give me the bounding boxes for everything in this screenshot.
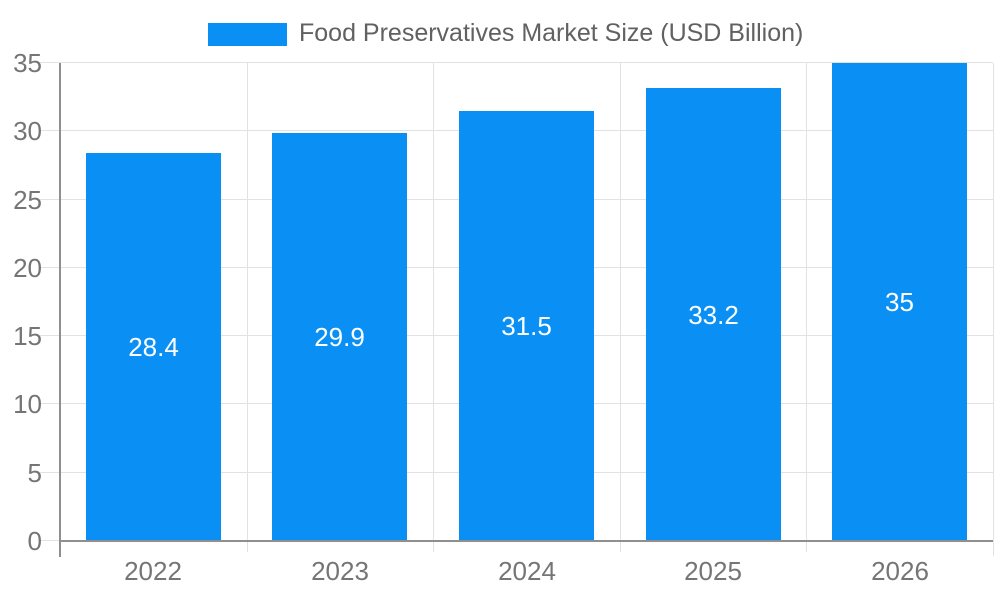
- bar-value-label: 35: [885, 287, 914, 317]
- y-gridline: [40, 62, 993, 63]
- bar-2023: [272, 133, 407, 541]
- y-axis-tick-label: 25: [13, 185, 42, 215]
- x-axis-tick-label: 2024: [498, 556, 556, 586]
- category-boundary-gridline: [806, 63, 807, 552]
- bar-2026: [832, 63, 967, 541]
- y-axis-line: [59, 63, 61, 557]
- y-axis-tick-label: 10: [13, 389, 42, 419]
- y-tick-zero: [40, 540, 60, 541]
- bar-2022: [86, 153, 221, 541]
- x-axis-tick-label: 2026: [871, 556, 929, 586]
- y-axis-tick-label: 5: [27, 458, 42, 488]
- category-boundary-gridline: [620, 63, 621, 552]
- bar-value-label: 28.4: [128, 332, 179, 362]
- legend-swatch: [208, 22, 287, 46]
- x-axis-line: [60, 540, 993, 542]
- legend-label: Food Preservatives Market Size (USD Bill…: [299, 19, 804, 47]
- x-axis-tick-label: 2025: [684, 556, 742, 586]
- bar-value-label: 29.9: [314, 322, 365, 352]
- chart-legend: Food Preservatives Market Size (USD Bill…: [208, 18, 803, 48]
- bar-value-label: 31.5: [501, 311, 552, 341]
- x-axis-tick-label: 2023: [311, 556, 369, 586]
- bar-value-label: 33.2: [688, 300, 739, 330]
- x-axis-tick-label: 2022: [124, 556, 182, 586]
- y-axis-tick-label: 30: [13, 116, 42, 146]
- bar-2024: [459, 111, 594, 541]
- y-axis-tick-label: 35: [13, 48, 42, 78]
- category-boundary-gridline: [433, 63, 434, 552]
- y-axis-tick-label: 15: [13, 321, 42, 351]
- bar-2025: [646, 88, 781, 541]
- y-axis-tick-label: 0: [27, 526, 42, 556]
- plot-right-gridline: [993, 63, 994, 556]
- category-boundary-gridline: [247, 63, 248, 552]
- y-axis-tick-label: 20: [13, 253, 42, 283]
